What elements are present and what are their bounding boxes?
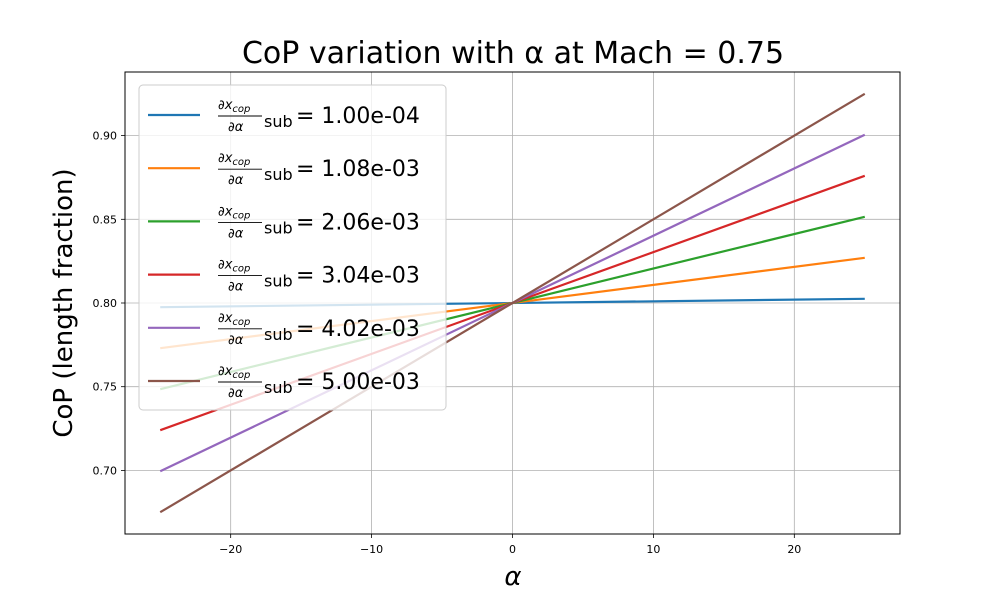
legend-derivative-suffix: sub bbox=[264, 112, 293, 131]
legend-derivative-denominator: ∂α bbox=[228, 280, 244, 295]
legend-derivative-suffix: sub bbox=[264, 218, 293, 237]
legend-derivative-denominator: ∂α bbox=[228, 120, 244, 135]
x-tick-label: 20 bbox=[787, 543, 801, 556]
y-tick-label: 0.90 bbox=[93, 130, 118, 143]
y-tick-label: 0.85 bbox=[93, 213, 118, 226]
legend-derivative-denominator: ∂α bbox=[228, 173, 244, 188]
legend-derivative-numerator: ∂xcop bbox=[218, 364, 250, 381]
x-axis-ticks: −20 −10 0 10 20 bbox=[219, 534, 801, 556]
legend-derivative-suffix: sub bbox=[264, 165, 293, 184]
legend-derivative-numerator: ∂xcop bbox=[218, 258, 250, 275]
y-axis-label: CoP (length fraction) bbox=[49, 168, 79, 437]
x-tick-label: −10 bbox=[360, 543, 383, 556]
legend-entry: ∂xcop ∂α sub = 4.02e-03 bbox=[148, 311, 420, 348]
legend-derivative-suffix: sub bbox=[264, 378, 293, 397]
legend-label: = 1.00e-04 bbox=[296, 104, 420, 129]
legend-derivative-suffix: sub bbox=[264, 272, 293, 291]
legend-derivative-numerator: ∂xcop bbox=[218, 151, 250, 168]
x-tick-label: 10 bbox=[646, 543, 660, 556]
legend-derivative-denominator: ∂α bbox=[228, 333, 244, 348]
y-tick-label: 0.80 bbox=[93, 297, 118, 310]
legend-entry: ∂xcop ∂α sub = 1.00e-04 bbox=[148, 98, 420, 135]
legend-label: = 2.06e-03 bbox=[296, 210, 420, 235]
legend-derivative-numerator: ∂xcop bbox=[218, 204, 250, 221]
x-tick-label: −20 bbox=[219, 543, 242, 556]
legend-label: = 4.02e-03 bbox=[296, 317, 420, 342]
legend-entry: ∂xcop ∂α sub = 5.00e-03 bbox=[148, 364, 420, 401]
y-axis-ticks: 0.70 0.75 0.80 0.85 0.90 bbox=[93, 130, 125, 477]
x-axis-label: α bbox=[504, 562, 521, 592]
x-tick-label: 0 bbox=[509, 543, 516, 556]
legend: ∂xcop∂α sub = 1.00e-04∂xcop∂α sub = 1.08e-03… bbox=[138, 84, 447, 411]
legend-derivative-numerator: ∂xcop bbox=[218, 98, 250, 115]
legend-entry: ∂xcop ∂α sub = 3.04e-03 bbox=[148, 258, 420, 295]
legend-derivative-denominator: ∂α bbox=[228, 226, 244, 241]
legend-derivative-suffix: sub bbox=[264, 325, 293, 344]
series-line-6 bbox=[159, 92, 866, 514]
legend-derivative-denominator: ∂α bbox=[228, 386, 244, 401]
legend-label: = 1.08e-03 bbox=[296, 157, 420, 182]
chart-title: CoP variation with α at Mach = 0.75 bbox=[242, 36, 784, 71]
y-tick-label: 0.70 bbox=[93, 464, 118, 477]
legend-box bbox=[138, 84, 447, 411]
legend-entry: ∂xcop ∂α sub = 1.08e-03 bbox=[148, 151, 420, 188]
legend-entry: ∂xcop ∂α sub = 2.06e-03 bbox=[148, 204, 420, 241]
legend-label: = 3.04e-03 bbox=[296, 264, 420, 289]
legend-derivative-numerator: ∂xcop bbox=[218, 311, 250, 328]
legend-label: = 5.00e-03 bbox=[296, 370, 420, 395]
y-tick-label: 0.75 bbox=[93, 381, 118, 394]
